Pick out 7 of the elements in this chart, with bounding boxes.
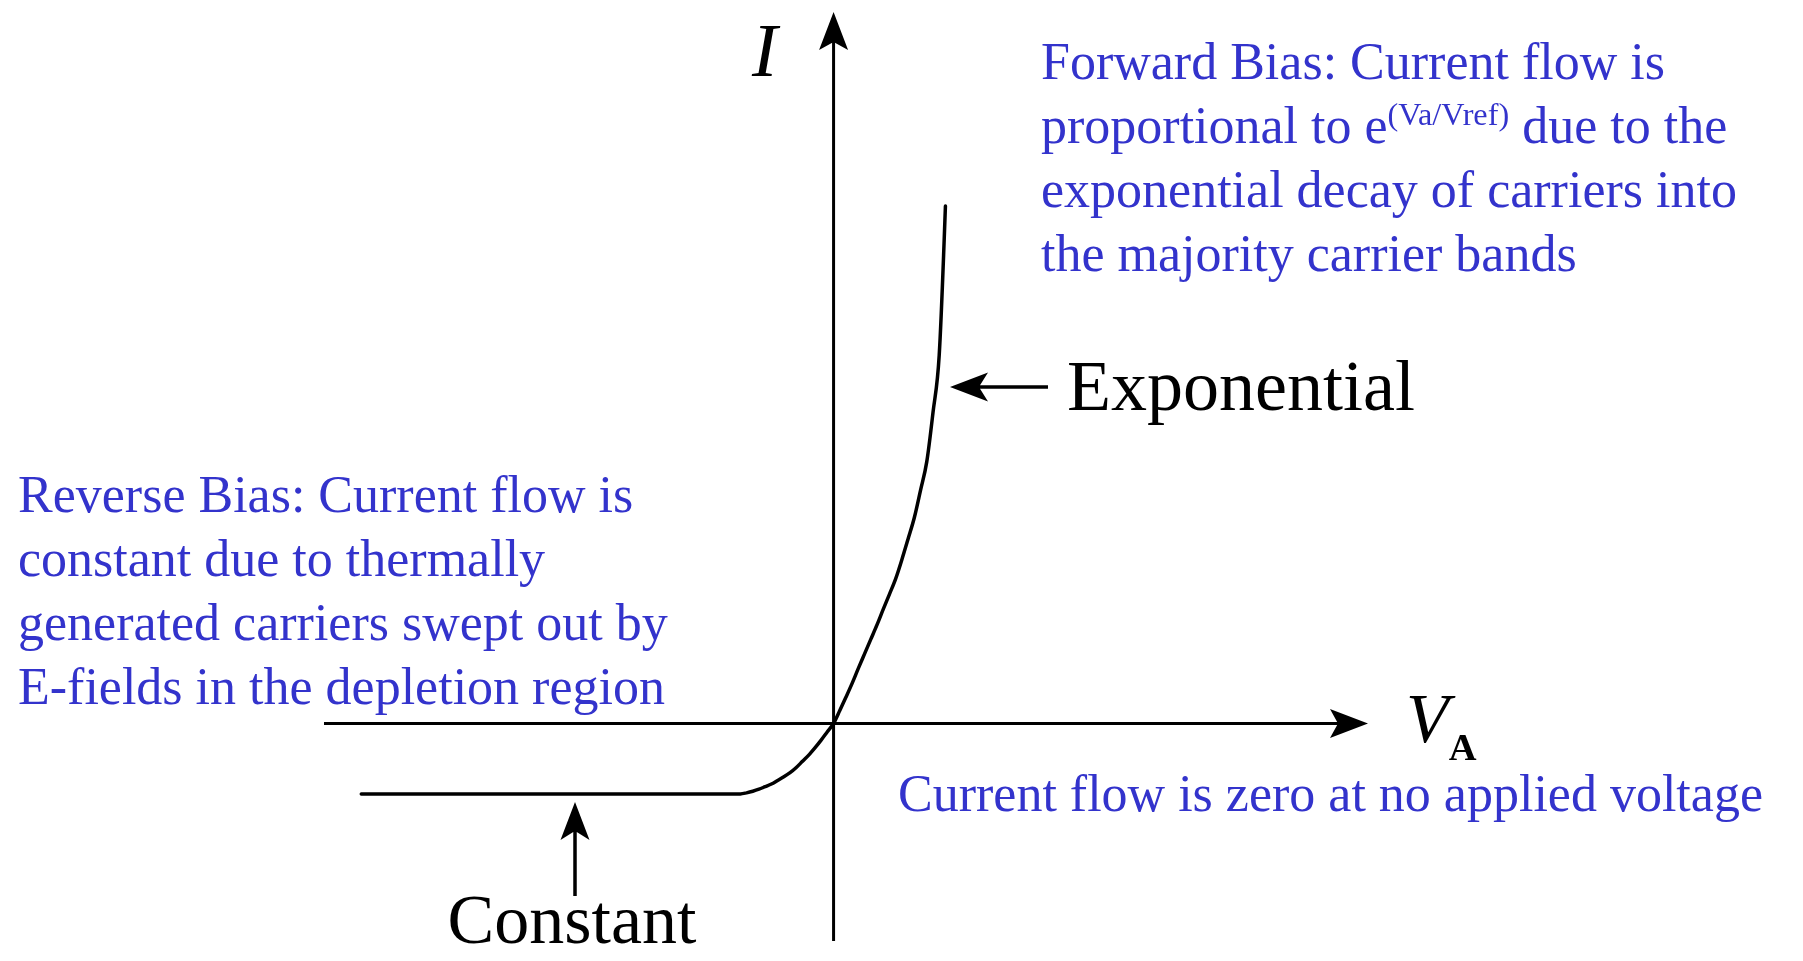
y-axis-title: I bbox=[750, 8, 781, 92]
annotation: Current flow is zero at no applied voltage bbox=[898, 764, 1764, 824]
annotation: Exponential bbox=[1067, 346, 1415, 426]
annotation: Forward Bias: Current flow is proportional to e$^{(Va/Vref)}$ due to the exponential decay of carriers into the majority carrier bands bbox=[1041, 32, 1738, 284]
x-axis-title: V$_{A}$ bbox=[1406, 679, 1477, 767]
annotation: Constant bbox=[447, 881, 697, 958]
annotation: Reverse Bias: Current flow is constant due to thermally generated carriers swept out by E-fields in the depletion region bbox=[18, 465, 669, 717]
